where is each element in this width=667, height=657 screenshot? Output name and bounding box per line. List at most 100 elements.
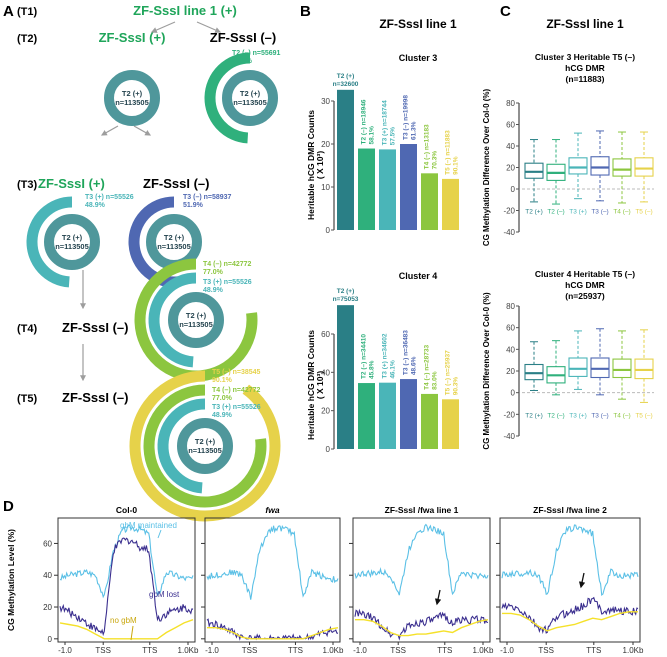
x-tick-label: -1.0 [205,646,219,655]
y-tick-label: -40 [503,432,515,441]
bar-label: T5 (–) n=25937 [445,350,452,395]
ring-center-t2-plus [168,292,224,348]
ring-arc-t3-plus [26,196,73,288]
panel-b-title: ZF-SssI line 1 [379,17,457,31]
panel-letter-a: A [3,3,14,20]
panel-a: A (T1) (T2) (T3) (T4) (T5) ZF-SssI line … [3,3,281,522]
t2-minus-title: ZF-SssI (–) [210,30,276,45]
x-tick-label: T4 (–) [613,209,630,216]
x-tick-label: 1.0Kb [623,646,644,655]
x-tick-label: TSS [242,646,258,655]
x-tick-label: T3 (–) [591,412,608,419]
ring-center-count: n=113505 [233,98,267,107]
ring-center-count: n=113505 [179,320,213,329]
bar-label: T2 (–) n=18946 [361,99,368,144]
x-tick-label: T2 (+) [525,209,543,216]
t3-minus-title: ZF-SssI (–) [143,176,209,191]
ring-label-t5-minus: T5 (–) n=38545 [212,369,261,376]
bar-label: T5 (–) n=11883 [445,130,452,175]
t5-title: ZF-SssI (–) [62,390,128,405]
box-plot-title: (n=25937) [565,291,605,301]
ring-center-label: T2 (+) [122,89,143,98]
bar-label-pct: 90.1% [453,156,460,175]
x-tick-label: TTS [586,646,601,655]
bar-label-pct: 58.1% [369,126,376,145]
ring-center-t2-plus [177,418,233,474]
bar [421,393,438,449]
y-tick-label: 80 [506,302,515,311]
bar-label-pct: 46.1% [390,360,397,379]
metaplot-title: Col-0 [116,505,138,515]
y-tick-label: 20 [506,164,515,173]
annotation-pointer [157,529,162,539]
bar-label-pct: 90.3% [453,377,460,396]
y-tick-label: 20 [321,140,330,149]
t2-plus-title: ZF-SssI (+) [99,30,166,45]
bar [421,173,438,230]
series-gbm-maintained [354,523,489,596]
gen-label-t4: (T4) [17,323,38,335]
gen-label-t1: (T1) [17,6,38,18]
panel-b: B ZF-SssI line 1 Cluster 3 0 10 20 30 Heritab… [300,3,460,454]
plot-frame [204,517,341,643]
ring-center-label: T2 (+) [240,89,261,98]
ring-center-label: T2 (+) [186,311,207,320]
box [568,357,588,377]
x-tick-label: TTS [142,646,157,655]
y-tick-label: 20 [506,367,515,376]
arrow-t1-t2-minus [196,21,222,33]
arrow-indicator-icon [434,589,442,606]
t3-plus-title: ZF-SssI (+) [38,176,105,191]
metaplot-3: ZF-SssI /fwa line 2 -1.0 TSS TTS 1.0Kb [496,505,644,655]
bar-label-n: n=32600 [333,81,359,88]
annotation-no-gbm: no gbM [110,616,137,625]
ring-center-label: T2 (+) [164,233,185,242]
bar-label-n: n=75053 [333,296,359,303]
x-tick-label: -1.0 [353,646,367,655]
x-tick-label: 1.0Kb [323,646,344,655]
panel-letter-d: D [3,498,14,515]
ring-arc-t4-minus [143,384,267,508]
y-axis-label: Heritable hCG DMR Counts [306,110,316,220]
annotation-gbm-maintained: gbM maintained [120,521,177,530]
box [612,358,632,379]
bar [379,149,396,230]
y-tick-label: 0 [511,185,516,194]
metaplot-panels: CG Methylation Level (%) Col-0 0 20 40 60 -1.0… [6,505,644,655]
y-tick-label: 0 [511,389,516,398]
series-no-gbm [59,619,194,640]
metaplot-1: fwa -1.0 TSS TTS 1.0Kb [201,505,344,655]
bar [442,399,459,449]
series-no-gbm [355,619,489,637]
x-tick-label: -1.0 [58,646,72,655]
t4-title: ZF-SssI (–) [62,320,128,335]
y-tick-label: 20 [43,603,52,612]
arrow-t2-t3-minus [133,125,152,136]
y-tick-label: -20 [503,207,515,216]
x-tick-label: TSS [390,646,406,655]
arrow-t2-t3-plus [100,125,119,136]
x-tick-label: T2 (–) [547,209,564,216]
bar [400,379,417,449]
ring-label-t3-plus: T3 (+) n=55526 [203,279,252,286]
y-tick-label: 40 [506,142,515,151]
bar-label-pct: 48.6% [411,356,418,375]
bar [400,144,417,230]
bar-label: T2 (–) n=34410 [361,334,368,379]
box [612,158,632,177]
ring-pct-t4-minus: 77.0% [212,395,233,402]
box-plot-cluster3: Cluster 3 Heritable T5 (–)hCG DMR(n=1188… [482,52,654,246]
y-axis-label: CG Methylation Difference Over Col-0 (%) [482,88,491,246]
bar [337,305,354,449]
y-tick-label: 40 [506,345,515,354]
bar-label-pct: 70.3% [432,151,439,170]
bar-label-pct: 45.8% [369,360,376,379]
ring-center-count: n=113505 [157,242,191,251]
series-gbm-lost [501,596,639,635]
x-tick-label: T3 (+) [569,209,587,216]
annotation-pointer [130,625,134,641]
bar-label-pct: 83.0% [432,371,439,390]
x-tick-label: 1.0Kb [473,646,494,655]
x-tick-label: T3 (+) [569,412,587,419]
